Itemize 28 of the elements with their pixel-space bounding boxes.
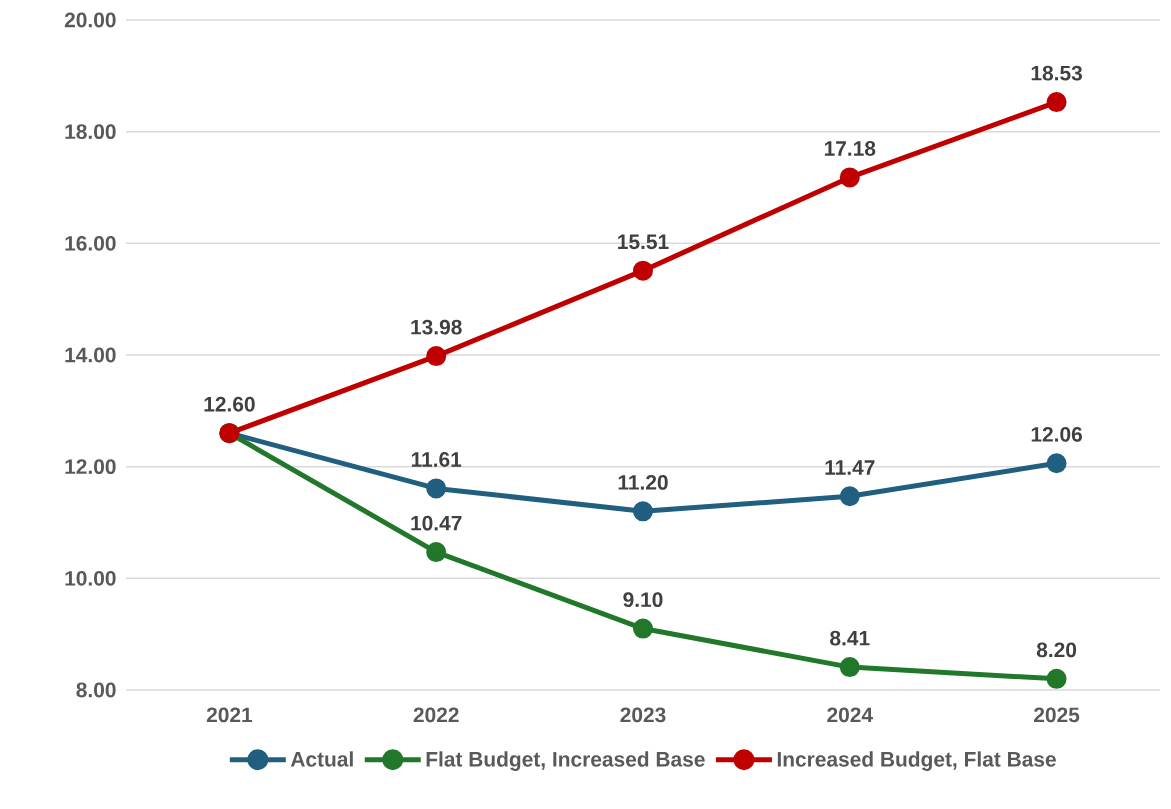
y-tick-label: 8.00 — [76, 682, 116, 698]
data-label: 11.47 — [825, 460, 875, 475]
data-label: 8.41 — [830, 630, 870, 646]
data-label: 12.06 — [1031, 426, 1082, 442]
legend-label: Flat Budget, Increased Base — [426, 751, 705, 771]
data-label: 15.51 — [618, 234, 669, 250]
y-tick-label: 14.00 — [65, 347, 116, 363]
y-tick-label: 10.00 — [65, 570, 116, 586]
data-label: 13.98 — [411, 319, 462, 335]
y-tick-label: 16.00 — [65, 235, 116, 251]
x-tick-label: 2021 — [206, 707, 253, 723]
data-label: 10.47 — [411, 515, 462, 531]
y-tick-label: 18.00 — [65, 124, 116, 140]
x-tick-label: 2025 — [1034, 707, 1080, 723]
x-tick-label: 2024 — [827, 707, 873, 723]
data-label: 17.18 — [824, 141, 876, 156]
data-label: 11.61 — [411, 452, 462, 467]
data-label: 9.10 — [623, 592, 663, 608]
x-tick-label: 2022 — [413, 707, 459, 723]
legend-label: Increased Budget, Flat Base — [777, 751, 1056, 771]
data-label: 8.20 — [1036, 642, 1077, 658]
x-tick-label: 2023 — [620, 707, 666, 723]
data-label: 11.20 — [618, 474, 668, 490]
legend-label: Actual — [290, 751, 353, 767]
data-label: 18.53 — [1031, 65, 1082, 81]
y-tick-label: 12.00 — [65, 459, 116, 475]
y-tick-label: 20.00 — [64, 12, 116, 28]
data-label: 12.60 — [204, 396, 255, 412]
